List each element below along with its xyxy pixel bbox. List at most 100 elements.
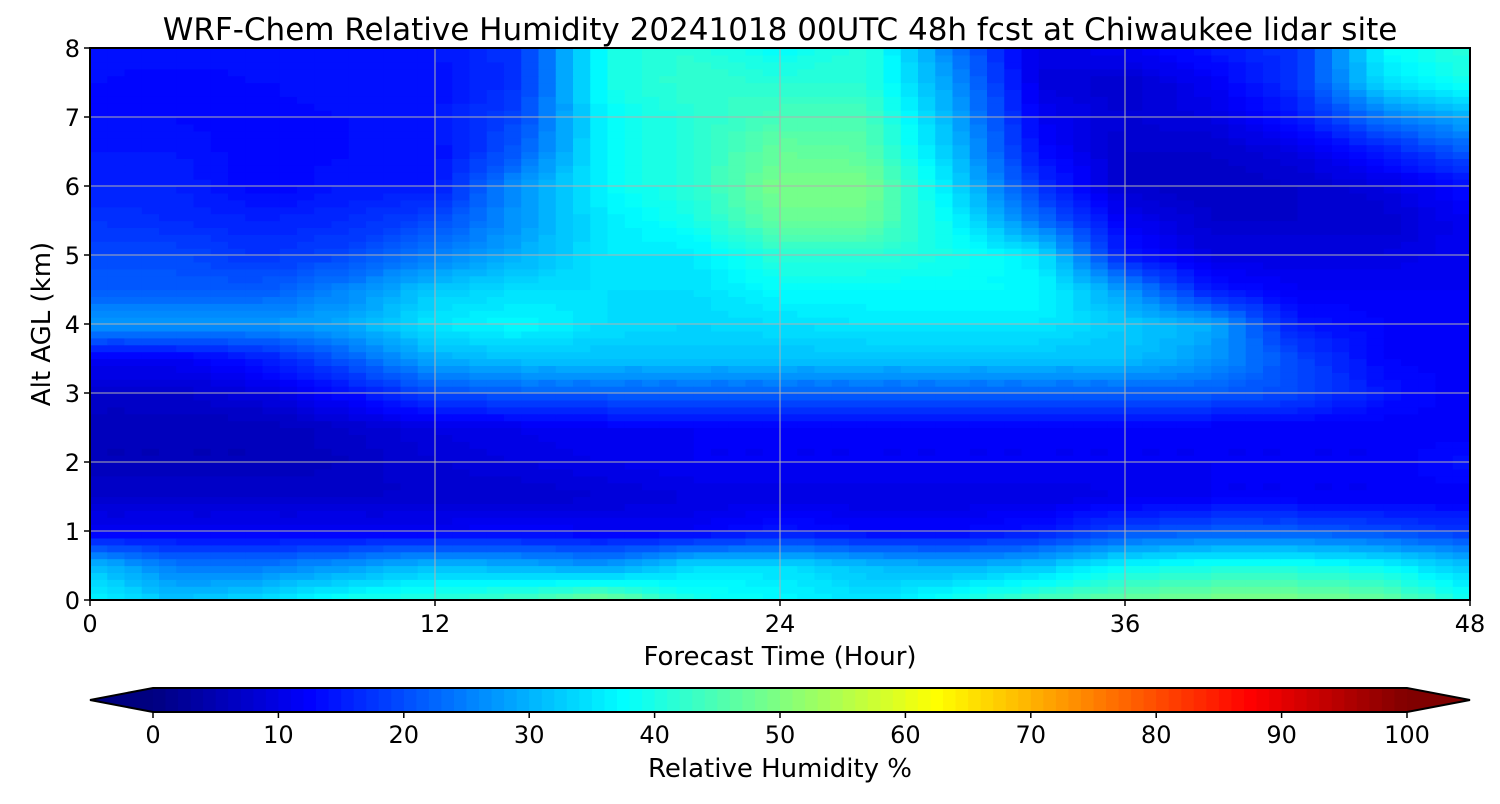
heatmap-cell bbox=[297, 324, 315, 332]
heatmap-cell bbox=[297, 199, 315, 208]
heatmap-cell bbox=[417, 413, 436, 422]
heatmap-cell bbox=[1004, 199, 1023, 208]
heatmap-cell bbox=[745, 496, 764, 504]
heatmap-cell bbox=[952, 234, 971, 242]
heatmap-cell bbox=[400, 192, 419, 201]
heatmap-cell bbox=[1418, 503, 1437, 511]
heatmap-cell bbox=[642, 303, 660, 311]
heatmap-cell bbox=[1245, 199, 1264, 208]
heatmap-cell bbox=[1142, 317, 1161, 325]
heatmap-cell bbox=[1383, 420, 1402, 429]
heatmap-cell bbox=[228, 593, 246, 600]
heatmap-cell bbox=[1349, 593, 1368, 600]
heatmap-cell bbox=[607, 462, 626, 470]
heatmap-cell bbox=[176, 399, 195, 408]
heatmap-cell bbox=[417, 289, 436, 297]
heatmap-cell bbox=[469, 517, 488, 525]
heatmap-cell bbox=[245, 572, 264, 580]
heatmap-cell bbox=[90, 268, 108, 277]
heatmap-cell bbox=[1366, 510, 1385, 518]
heatmap-cell bbox=[245, 565, 264, 573]
heatmap-cell bbox=[728, 406, 747, 415]
heatmap-cell bbox=[849, 475, 867, 484]
heatmap-cell bbox=[1297, 537, 1316, 546]
heatmap-cell bbox=[90, 448, 108, 456]
heatmap-cell bbox=[383, 475, 402, 484]
heatmap-cell bbox=[1418, 517, 1437, 525]
heatmap-cell bbox=[676, 324, 695, 332]
heatmap-cell bbox=[469, 317, 488, 325]
heatmap-cell bbox=[624, 420, 643, 429]
heatmap-cell bbox=[1228, 268, 1247, 277]
heatmap-cell bbox=[228, 393, 246, 401]
heatmap-cell bbox=[1435, 537, 1454, 546]
heatmap-cell bbox=[693, 379, 712, 387]
heatmap-cell bbox=[538, 496, 557, 504]
heatmap-cell bbox=[210, 172, 229, 180]
heatmap-cell bbox=[1366, 310, 1385, 318]
heatmap-cell bbox=[1435, 372, 1454, 380]
heatmap-cell bbox=[711, 206, 729, 215]
heatmap-cell bbox=[383, 558, 402, 567]
heatmap-cell bbox=[210, 517, 229, 525]
heatmap-cell bbox=[1383, 199, 1402, 208]
heatmap-cell bbox=[1401, 241, 1419, 249]
heatmap-cell bbox=[1056, 468, 1074, 477]
heatmap-cell bbox=[849, 537, 867, 546]
heatmap-cell bbox=[107, 344, 126, 353]
heatmap-cell bbox=[969, 420, 988, 429]
heatmap-cell bbox=[193, 406, 212, 415]
heatmap-cell bbox=[969, 186, 988, 194]
heatmap-cell bbox=[1366, 351, 1385, 360]
heatmap-cell bbox=[693, 241, 712, 249]
heatmap-cell bbox=[762, 310, 781, 318]
heatmap-cell bbox=[107, 517, 126, 525]
heatmap-cell bbox=[486, 358, 505, 366]
heatmap-cell bbox=[1418, 489, 1437, 498]
heatmap-cell bbox=[417, 386, 436, 394]
heatmap-cell bbox=[831, 537, 850, 546]
heatmap-cell bbox=[607, 268, 626, 277]
heatmap-cell bbox=[1211, 296, 1230, 304]
heatmap-cell bbox=[1228, 468, 1247, 477]
heatmap-cell bbox=[1073, 593, 1092, 600]
heatmap-cell bbox=[210, 268, 229, 277]
heatmap-cell bbox=[348, 379, 367, 387]
heatmap-cell bbox=[935, 379, 954, 387]
heatmap-cell bbox=[124, 179, 143, 187]
heatmap-cell bbox=[1452, 234, 1470, 242]
heatmap-cell bbox=[193, 282, 212, 291]
heatmap-cell bbox=[538, 186, 557, 194]
heatmap-cell bbox=[1314, 386, 1333, 394]
heatmap-cell bbox=[745, 206, 764, 215]
heatmap-cell bbox=[1366, 186, 1385, 194]
heatmap-cell bbox=[1073, 448, 1092, 456]
heatmap-cell bbox=[521, 565, 540, 573]
heatmap-cell bbox=[1401, 213, 1419, 222]
heatmap-cell bbox=[279, 558, 298, 567]
heatmap-cell bbox=[176, 413, 195, 422]
heatmap-cell bbox=[504, 192, 522, 201]
heatmap-cell bbox=[590, 165, 609, 173]
heatmap-cell bbox=[245, 510, 264, 518]
heatmap-cell bbox=[228, 199, 246, 208]
heatmap-cell bbox=[987, 496, 1005, 504]
heatmap-cell bbox=[745, 192, 764, 201]
heatmap-cell bbox=[297, 206, 315, 215]
heatmap-cell bbox=[607, 413, 626, 422]
heatmap-cell bbox=[1314, 531, 1333, 539]
heatmap-cell bbox=[141, 427, 160, 435]
heatmap-cell bbox=[1142, 524, 1161, 532]
heatmap-cell bbox=[573, 455, 591, 463]
heatmap-cell bbox=[1211, 206, 1230, 215]
heatmap-cell bbox=[521, 310, 540, 318]
heatmap-cell bbox=[1159, 448, 1178, 456]
heatmap-cell bbox=[348, 324, 367, 332]
heatmap-cell bbox=[1056, 462, 1074, 470]
heatmap-cell bbox=[590, 503, 609, 511]
heatmap-cell bbox=[1176, 213, 1195, 222]
heatmap-cell bbox=[331, 351, 350, 360]
heatmap-cell bbox=[1280, 296, 1299, 304]
heatmap-cell bbox=[331, 406, 350, 415]
